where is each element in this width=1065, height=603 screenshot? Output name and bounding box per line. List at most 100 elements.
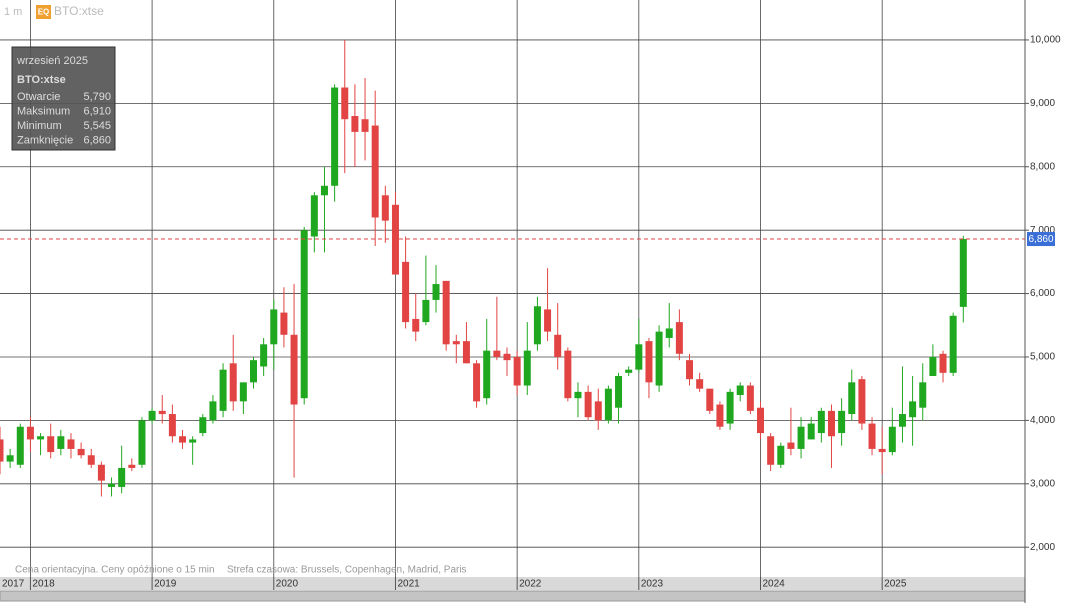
candle-body — [594, 401, 602, 421]
candle-body — [686, 360, 694, 380]
candle-body — [533, 306, 541, 345]
tooltip-row-label: Zamknięcie — [17, 134, 73, 146]
last-price-label: 6,860 — [1028, 234, 1053, 245]
candle-body — [797, 426, 805, 449]
candle-body — [47, 436, 55, 453]
candles: 6,860 — [0, 39, 1055, 497]
tooltip-row-label: Otwarcie — [17, 91, 60, 103]
candle-body — [462, 341, 470, 364]
candle-body — [199, 417, 207, 434]
candle-body — [229, 363, 237, 402]
last-price-box — [1027, 232, 1055, 247]
candle-body — [168, 414, 176, 437]
candle-body — [838, 410, 846, 434]
candle-body — [310, 195, 318, 237]
candle-body — [270, 309, 278, 345]
candle-body — [219, 369, 227, 411]
candle-body — [77, 448, 85, 456]
interval[interactable]: 1 m — [4, 6, 22, 18]
candle-body — [128, 464, 136, 468]
candle-body — [6, 455, 14, 462]
candle-body — [929, 356, 937, 377]
tooltip-row-label: Maksimum — [17, 105, 70, 117]
candle-body — [726, 391, 734, 424]
candle-body — [757, 407, 764, 434]
scrollbar[interactable] — [0, 590, 1026, 602]
x-tick-label: 2017 — [2, 579, 25, 590]
candle-body — [746, 385, 754, 411]
candle-body — [919, 382, 927, 408]
candle-body — [564, 350, 572, 399]
y-tick-label: 7,000 — [1030, 225, 1055, 236]
candle-body — [696, 379, 704, 389]
candle-body — [87, 455, 95, 465]
candle-body — [503, 353, 511, 361]
candle-body — [716, 404, 724, 427]
y-tick-label: 8,000 — [1030, 161, 1055, 172]
candle-body — [817, 410, 825, 434]
candle-body — [158, 410, 166, 415]
candle-body — [523, 350, 531, 386]
x-tick-label: 2018 — [32, 579, 55, 590]
candle-body — [118, 467, 126, 487]
y-tick-label: 2,000 — [1030, 542, 1055, 553]
candle-body — [736, 385, 744, 396]
candle-body — [787, 442, 795, 449]
y-tick-label: 3,000 — [1030, 478, 1055, 489]
x-tick-label: 2019 — [154, 579, 177, 590]
candle-body — [625, 369, 633, 373]
tooltip-symbol: BTO:xtse — [17, 74, 66, 86]
badge: EQ — [38, 8, 50, 17]
badge-bg — [36, 5, 51, 19]
candle-body — [767, 436, 775, 465]
candle-body — [189, 439, 197, 443]
candle-body — [402, 261, 410, 323]
candle-body — [645, 341, 653, 383]
candle-body — [513, 356, 521, 386]
candle-body — [148, 410, 156, 421]
candle-body — [67, 439, 75, 449]
tooltip-row-value: 6,860 — [83, 134, 111, 146]
candle-body — [179, 436, 187, 443]
candle-body — [706, 388, 714, 411]
candle-body — [939, 353, 947, 373]
candle-body — [290, 334, 298, 405]
tooltip-rows: Otwarcie 5,790 Maksimum 6,910 Minimum 5,545 Za… — [17, 91, 111, 147]
candle-body — [320, 185, 328, 196]
candle-body — [584, 391, 592, 418]
candle-body — [250, 360, 257, 383]
tooltip-bg — [11, 46, 116, 151]
candle-body — [452, 341, 460, 345]
candle-body — [655, 331, 663, 386]
grid: 2,000 3,000 4,000 5,000 6,000 7,000 8,000 9,000… — [0, 0, 1061, 590]
candle-body — [371, 125, 379, 218]
candle-body — [280, 312, 288, 335]
candle-body — [97, 464, 105, 481]
candle-body — [0, 439, 4, 462]
candle-body — [341, 87, 349, 120]
candle-body — [412, 318, 420, 332]
candle-body — [909, 401, 917, 418]
candle-body — [331, 87, 339, 186]
candle-body — [888, 426, 896, 453]
candle-body — [209, 401, 217, 421]
candle-body — [675, 322, 683, 354]
tooltip-row-value: 6,910 — [83, 105, 111, 117]
candle-body — [57, 436, 65, 449]
candle-body — [473, 363, 481, 402]
candle-body — [807, 423, 815, 440]
candle-body — [432, 284, 440, 300]
candle-body — [777, 445, 785, 465]
x-tick-label: 2023 — [641, 579, 664, 590]
footer-timezone: Strefa czasowa: Brussels, Copenhagen, Ma… — [227, 565, 467, 576]
y-tick-label: 6,000 — [1030, 288, 1055, 299]
candle-body — [300, 230, 308, 399]
tooltip-row-value: 5,545 — [83, 120, 111, 132]
candle-body — [848, 382, 856, 415]
x-tick-label: 2020 — [276, 579, 299, 590]
x-tick-label: 2021 — [397, 579, 420, 590]
tooltip: wrzesień 2025 BTO:xtse Otwarcie 5,790 Maks… — [11, 46, 116, 151]
candle-body — [108, 483, 116, 487]
x-tick-label: 2022 — [519, 579, 542, 590]
